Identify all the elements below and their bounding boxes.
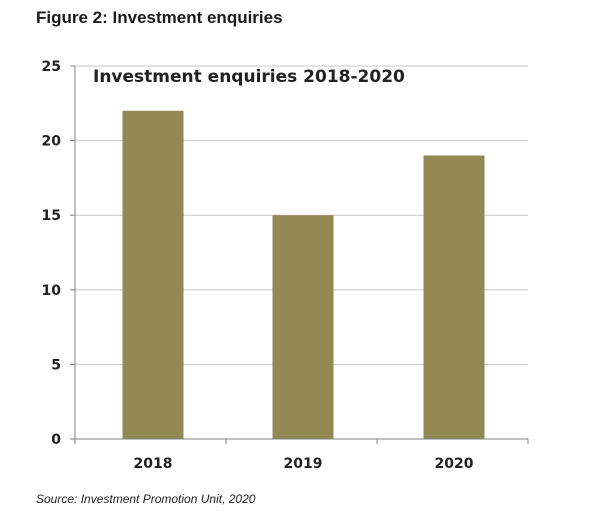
bar-2018 — [122, 110, 184, 439]
x-tick-labels: 2018 2019 2020 — [134, 456, 474, 472]
figure-caption: Figure 2: Investment enquiries — [36, 8, 283, 27]
y-tick-label: 0 — [51, 432, 61, 448]
y-tick-label: 5 — [51, 357, 61, 373]
x-tick-label: 2018 — [134, 456, 173, 472]
x-tick-label: 2020 — [435, 456, 474, 472]
y-tick-label: 25 — [42, 59, 61, 75]
y-tick-label: 15 — [42, 208, 61, 224]
axes — [70, 65, 529, 444]
y-tick-label: 10 — [42, 283, 62, 299]
y-tick-labels: 0 5 10 15 20 25 — [42, 59, 62, 448]
bar-2020 — [423, 155, 485, 439]
x-tick-label: 2019 — [284, 456, 323, 472]
bars — [122, 110, 485, 439]
bar-2019 — [272, 215, 334, 439]
chart-title: Investment enquiries 2018-2020 — [93, 67, 405, 87]
source-note: Source: Investment Promotion Unit, 2020 — [36, 492, 256, 506]
y-tick-label: 20 — [42, 134, 62, 150]
